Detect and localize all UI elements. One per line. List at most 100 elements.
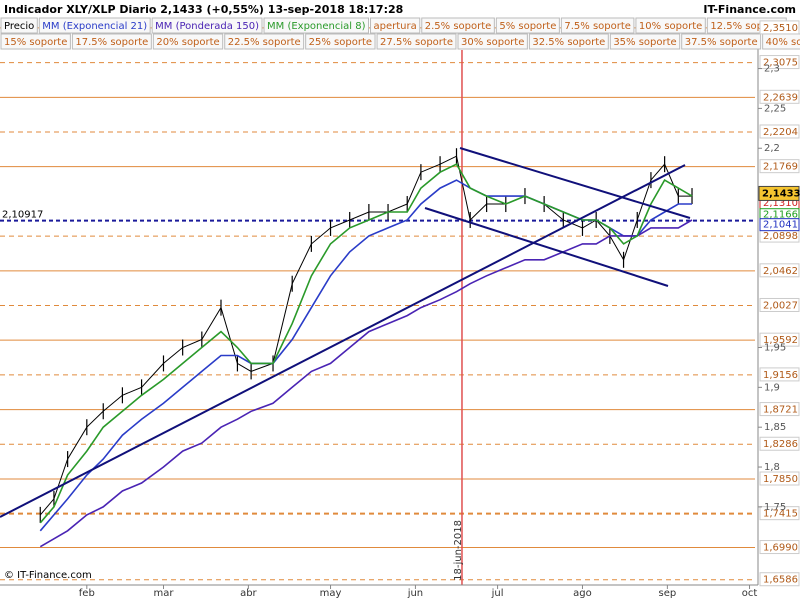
level-label-box xyxy=(759,159,800,174)
x-tick-label: jul xyxy=(491,588,504,599)
axis-labels: 2,3510 2,3075 2,2639 2,2204 2,1769 2,0898 2,04… xyxy=(79,20,800,599)
legend-box xyxy=(609,33,681,50)
y-tick-label: 1,9 xyxy=(764,382,780,393)
level-label-box xyxy=(759,297,800,312)
level-label: 2,0462 xyxy=(763,266,798,277)
level-label: 2,0898 xyxy=(763,231,798,242)
level-label-box xyxy=(759,332,800,347)
legend-box xyxy=(0,33,71,50)
level-label-box xyxy=(759,89,800,104)
legend-entry: 35% soporte xyxy=(613,37,676,48)
legend-entry: 17.5% soporte xyxy=(75,37,148,48)
indicator-label: 2,1166 xyxy=(763,210,798,221)
header-title: Indicador XLY/XLP Diario 2,1433 (+0,55%)… xyxy=(4,3,403,16)
series-line xyxy=(39,219,693,548)
level-label-box xyxy=(759,471,800,486)
copyright: © IT-Finance.com xyxy=(4,570,92,581)
level-label-box xyxy=(759,367,800,382)
level-label: 1,9156 xyxy=(763,370,798,381)
legend-entry: 37.5% soporte xyxy=(685,37,758,48)
legend-entry: MM (Ponderada 150) xyxy=(155,21,259,32)
trend-line xyxy=(0,164,686,518)
x-tick-label: mar xyxy=(153,588,174,599)
legend-entry: MM (Exponencial 8) xyxy=(267,21,366,32)
last-price-box xyxy=(758,185,800,201)
x-tick-label: jun xyxy=(407,588,423,599)
level-label: 2,2204 xyxy=(763,127,798,138)
legend-entry: 40% soporte xyxy=(766,37,800,48)
level-label-box xyxy=(759,20,800,35)
x-tick-label: may xyxy=(320,588,342,599)
y-tick-label: 2,25 xyxy=(764,103,786,114)
legend-entry: 15% soporte xyxy=(4,37,67,48)
trend-line xyxy=(459,147,691,219)
level-label: 1,6586 xyxy=(763,575,798,586)
x-tick-label: abr xyxy=(240,588,257,599)
level-label: 2,2639 xyxy=(763,92,798,103)
legend-entry: 2.5% soporte xyxy=(425,21,492,32)
indicator-box xyxy=(759,218,800,232)
y-tick-label: 2,3 xyxy=(764,64,780,75)
legend-entry: 7.5% soporte xyxy=(564,21,631,32)
y-tick-label: 2,2 xyxy=(764,143,780,154)
legend-box xyxy=(528,33,609,50)
legend-box xyxy=(71,33,152,50)
y-tick-label: 1,8 xyxy=(764,462,780,473)
legend: Precio MM (Exponencial 21) MM (Ponderada 1… xyxy=(0,17,800,50)
legend-entry: 20% soporte xyxy=(156,37,219,48)
legend-entry: 27.5% soporte xyxy=(380,37,453,48)
level-label-box xyxy=(759,506,800,521)
legend-entry: 25% soporte xyxy=(309,37,372,48)
legend-entry: 32.5% soporte xyxy=(532,37,605,48)
y-tick-label: 1,75 xyxy=(764,502,786,513)
legend-box xyxy=(560,17,635,34)
legend-entry: 30% soporte xyxy=(461,37,524,48)
level-label: 2,3075 xyxy=(763,58,798,69)
legend-box xyxy=(376,33,457,50)
series-line xyxy=(39,163,693,524)
legend-box xyxy=(38,17,151,34)
plot-area: 2,10917 18-jun-2018 © IT-Finance.com xyxy=(0,27,755,585)
legend-entry: 22.5% soporte xyxy=(228,37,301,48)
legend-box xyxy=(263,17,370,34)
date-marker-label: 18-jun-2018 xyxy=(453,520,464,581)
level-label: 1,8286 xyxy=(763,439,798,450)
last-price-label: 2,1433 xyxy=(762,188,800,199)
legend-box xyxy=(681,33,762,50)
level-label: 2,1769 xyxy=(763,162,798,173)
legend-entry: 10% soporte xyxy=(639,21,702,32)
legend-box xyxy=(457,33,528,50)
header-site: IT-Finance.com xyxy=(703,3,796,16)
y-tick-label: 1,85 xyxy=(764,422,786,433)
legend-box xyxy=(421,17,495,34)
legend-box xyxy=(635,17,706,34)
legend-box xyxy=(0,17,38,34)
level-label: 2,3510 xyxy=(763,23,798,34)
level-label: 2,0027 xyxy=(763,300,798,311)
trend-line xyxy=(424,207,669,287)
level-label-box xyxy=(759,572,800,587)
level-label: 1,9592 xyxy=(763,335,798,346)
level-label-box xyxy=(759,55,800,70)
legend-entry: 12.5% soporte xyxy=(710,21,783,32)
level-label-box xyxy=(759,263,800,278)
legend-entry: 5% soporte xyxy=(499,21,556,32)
legend-box xyxy=(224,33,305,50)
legend-box xyxy=(305,33,376,50)
opening-label: 2,10917 xyxy=(2,210,43,221)
level-label: 1,7415 xyxy=(763,509,798,520)
header-bar xyxy=(0,0,800,18)
x-tick-label: oct xyxy=(742,588,758,599)
level-label-box xyxy=(759,402,800,417)
x-tick-label: ago xyxy=(573,588,592,599)
legend-box xyxy=(151,17,263,34)
indicator-label: 2,1310 xyxy=(763,198,798,209)
x-tick-label: feb xyxy=(79,588,95,599)
indicator-label: 2,1041 xyxy=(763,220,798,231)
level-label-box xyxy=(759,124,800,139)
y-tick-label: 1,95 xyxy=(764,342,786,353)
level-label: 1,7850 xyxy=(763,474,798,485)
